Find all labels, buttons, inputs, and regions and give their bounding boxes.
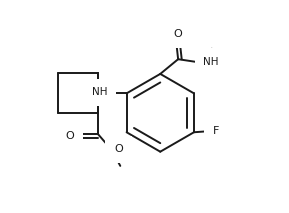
Text: O: O [173, 29, 182, 39]
Text: O: O [65, 131, 74, 141]
Text: O: O [114, 144, 123, 154]
Text: NH: NH [92, 87, 108, 97]
Text: NH: NH [203, 57, 218, 67]
Text: F: F [213, 126, 220, 136]
